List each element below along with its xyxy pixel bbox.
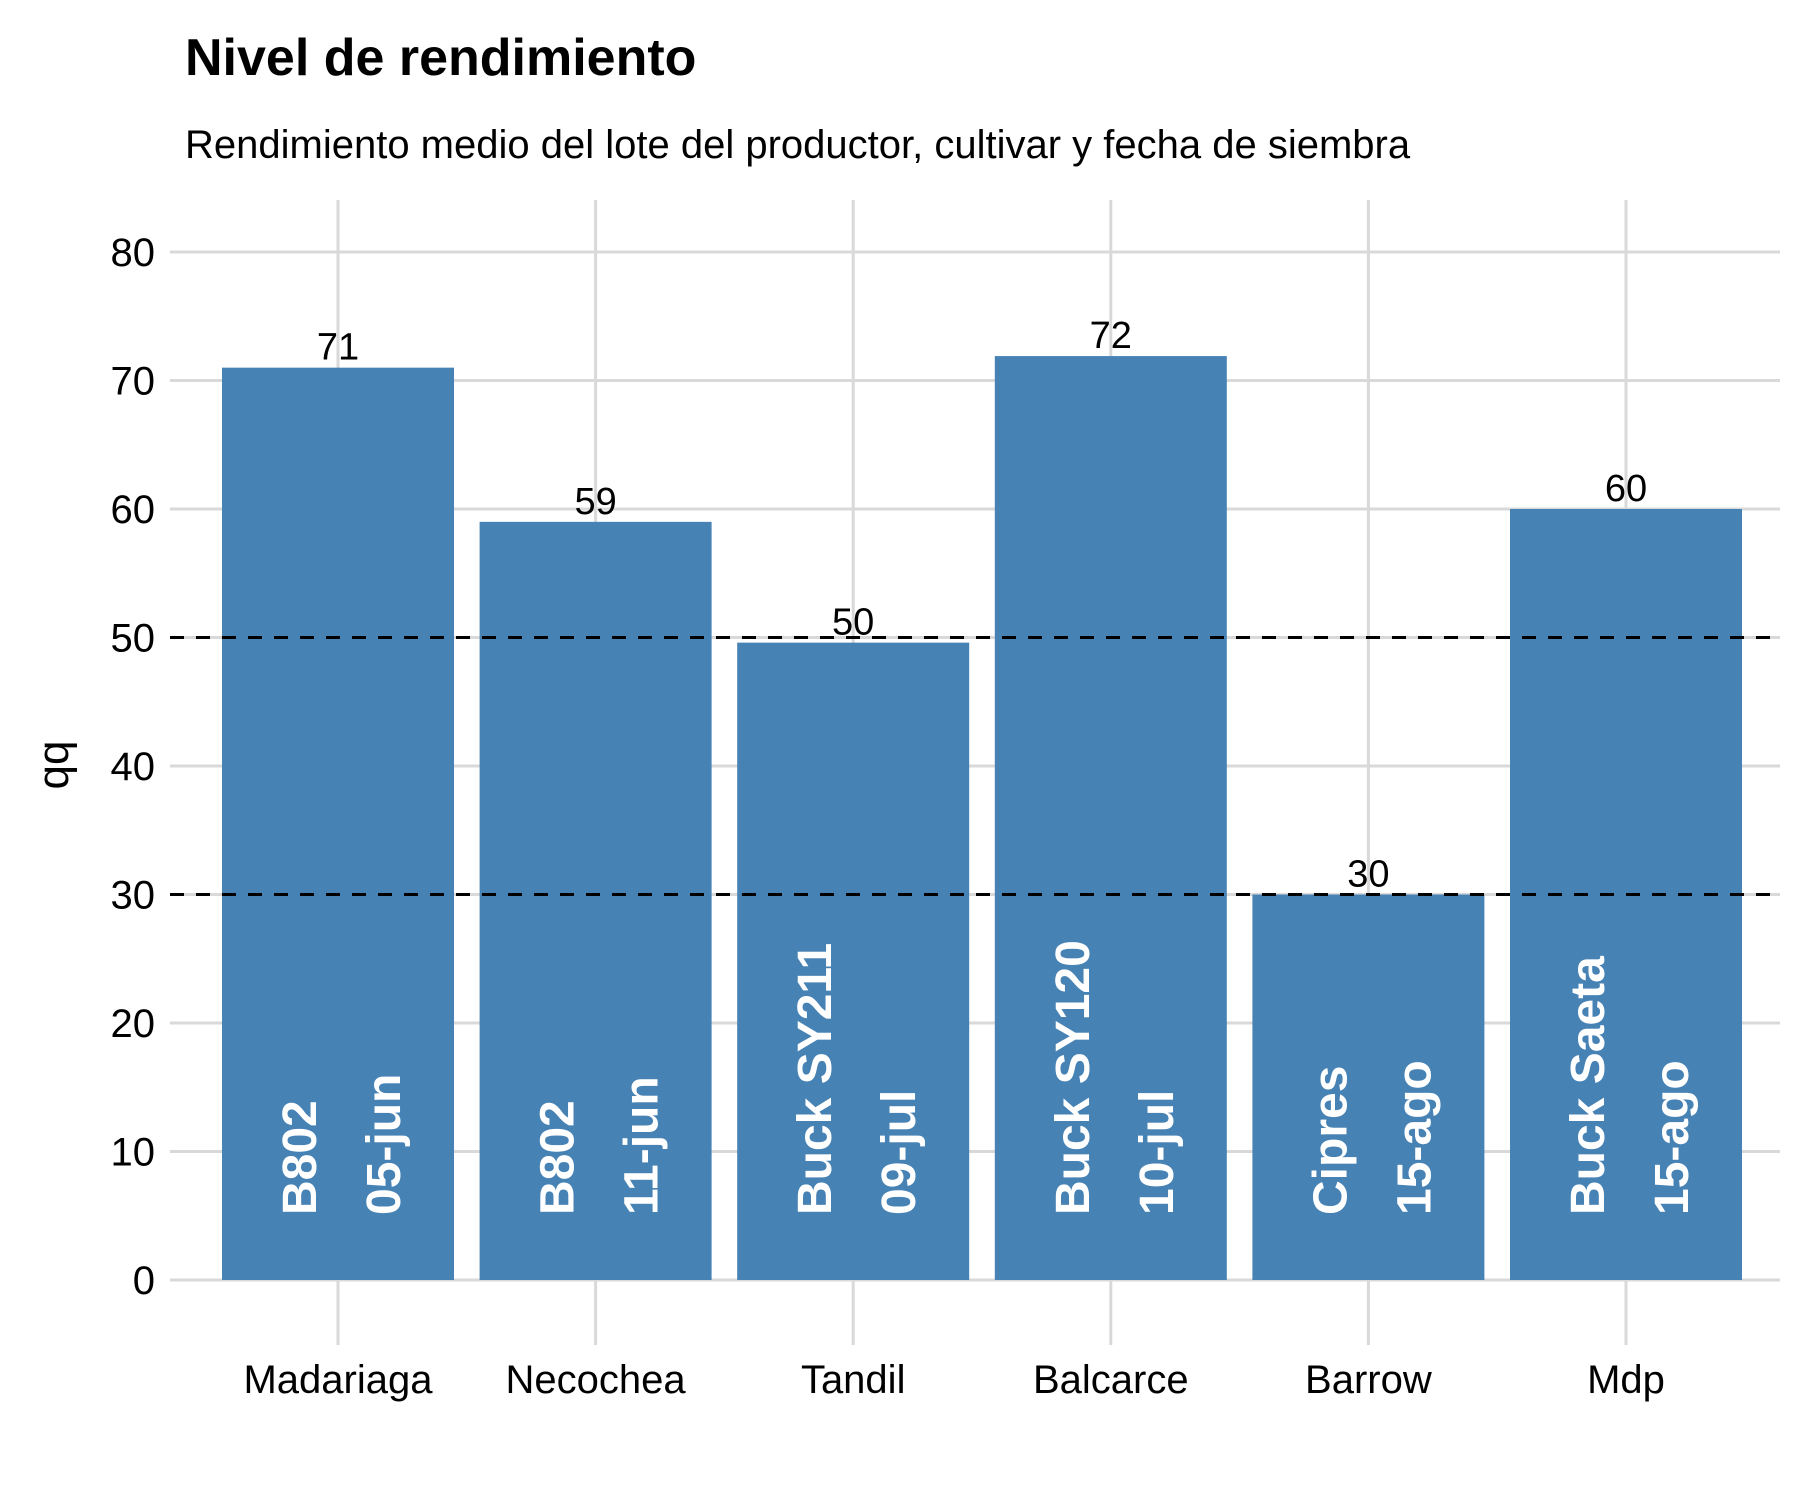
y-axis-label: qq	[29, 741, 78, 790]
reference-lines	[170, 636, 1780, 896]
y-tick-label: 50	[111, 617, 156, 661]
x-tick-label: Balcarce	[1033, 1358, 1189, 1402]
y-tick-label: 80	[111, 231, 156, 275]
value-label: 50	[832, 602, 874, 644]
cultivar-label: Cipres	[1304, 1066, 1357, 1215]
value-label: 59	[574, 481, 616, 523]
sowing-date-label: 15-ago	[1388, 1060, 1441, 1215]
value-label: 71	[317, 327, 359, 369]
y-tick-label: 30	[111, 874, 156, 918]
bar	[737, 642, 970, 1280]
sowing-date-label: 09-jul	[873, 1090, 926, 1215]
x-tick-label: Madariaga	[243, 1358, 433, 1402]
x-tick-label: Tandil	[801, 1358, 906, 1402]
bar	[479, 521, 712, 1280]
chart-subtitle: Rendimiento medio del lote del productor…	[185, 123, 1411, 167]
x-tick-label: Barrow	[1305, 1358, 1432, 1402]
cultivar-label: Buck Saeta	[1562, 956, 1615, 1215]
bars	[222, 356, 1742, 1281]
x-tick-label: Mdp	[1587, 1358, 1665, 1402]
y-tick-label: 40	[111, 745, 156, 789]
labels: 0 10 20 30 40 50 60 70 80 Madariaga Necochea Tandil…	[111, 231, 1700, 1402]
value-label: 72	[1090, 315, 1132, 357]
bar	[994, 356, 1227, 1281]
sowing-date-label: 11-jun	[616, 1076, 669, 1215]
value-label: 60	[1605, 468, 1647, 510]
bar	[1252, 894, 1485, 1280]
y-tick-label: 10	[111, 1131, 156, 1175]
y-tick-label: 0	[133, 1259, 155, 1303]
bar	[222, 367, 454, 1280]
cultivar-label: B802	[532, 1100, 585, 1215]
sowing-date-label: 10-jul	[1131, 1090, 1184, 1215]
sowing-date-label: 05-jun	[358, 1074, 411, 1215]
chart-title: Nivel de rendimiento	[185, 29, 696, 87]
cultivar-label: B802	[274, 1100, 327, 1215]
y-tick-label: 20	[111, 1002, 156, 1046]
cultivar-label: Buck SY211	[789, 943, 842, 1215]
value-label: 30	[1347, 854, 1389, 896]
y-tick-label: 70	[111, 360, 156, 404]
x-tick-label: Necochea	[506, 1358, 687, 1402]
y-tick-label: 60	[111, 488, 156, 532]
sowing-date-label: 15-ago	[1646, 1060, 1699, 1215]
cultivar-label: Buck SY120	[1047, 940, 1100, 1215]
